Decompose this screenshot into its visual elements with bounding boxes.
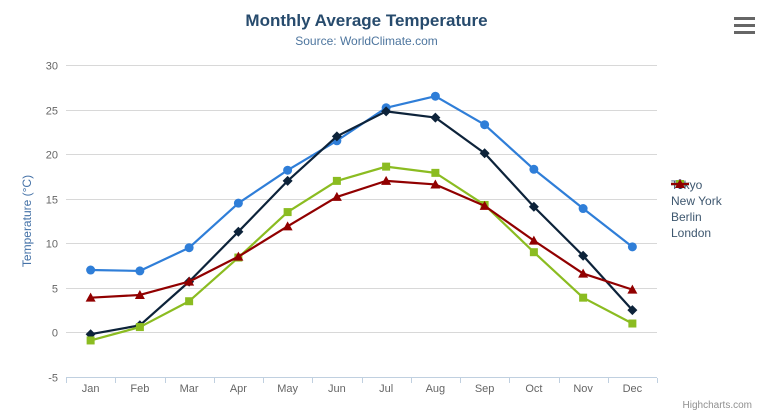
chart-title: Monthly Average Temperature (245, 11, 488, 30)
hamburger-icon (733, 17, 755, 20)
marker-new-york[interactable] (528, 201, 539, 212)
marker-london[interactable] (627, 284, 638, 294)
marker-new-york[interactable] (331, 131, 342, 142)
marker-berlin[interactable] (529, 248, 538, 257)
marker-berlin[interactable] (135, 323, 144, 332)
series-line-london (90, 179, 633, 299)
x-axis-label: Aug (426, 383, 446, 395)
marker-berlin[interactable] (628, 319, 637, 328)
marker-tokyo[interactable] (578, 204, 588, 214)
hamburger-icon (733, 24, 755, 27)
chart-subtitle: Source: WorldClimate.com (295, 34, 438, 48)
marker-london[interactable] (528, 235, 539, 245)
marker-tokyo[interactable] (627, 242, 637, 252)
marker-berlin[interactable] (431, 168, 440, 177)
marker-london[interactable] (233, 251, 244, 261)
x-axis-label: Feb (130, 383, 149, 395)
series-line-tokyo (90, 95, 634, 273)
marker-tokyo[interactable] (184, 243, 194, 253)
y-axis-label: 10 (46, 239, 58, 251)
legend-item-berlin[interactable]: Berlin (671, 180, 722, 224)
marker-new-york[interactable] (627, 305, 638, 316)
marker-london[interactable] (479, 200, 490, 210)
y-axis-label: 30 (46, 61, 58, 73)
marker-tokyo[interactable] (529, 164, 539, 174)
x-axis-label: Sep (475, 383, 495, 395)
marker-berlin[interactable] (185, 297, 194, 306)
x-axis-label: Jan (82, 383, 100, 395)
marker-new-york[interactable] (430, 112, 441, 123)
y-axis-label: 5 (52, 284, 58, 296)
marker-new-york[interactable] (578, 250, 589, 261)
marker-tokyo[interactable] (86, 265, 96, 275)
marker-london[interactable] (381, 175, 392, 185)
marker-london[interactable] (430, 179, 441, 189)
series-line-berlin (90, 165, 633, 342)
legend-item-new-york[interactable]: New York (671, 179, 722, 208)
context-menu-button[interactable] (732, 17, 756, 34)
marker-berlin[interactable] (579, 293, 588, 302)
marker-berlin[interactable] (332, 176, 341, 185)
y-axis-label: 20 (46, 150, 58, 162)
legend-item-label: New York (671, 193, 722, 208)
hamburger-icon (733, 31, 755, 34)
legend-item-london[interactable]: London (671, 179, 722, 240)
x-axis-label: Oct (525, 383, 542, 395)
marker-new-york[interactable] (282, 175, 293, 186)
legend-item-label: London (671, 225, 712, 240)
legend: Tokyo New York Berlin London (671, 178, 722, 240)
marker-london[interactable] (85, 292, 96, 302)
series-line-new-york (90, 110, 634, 336)
legend-item-label: Berlin (671, 209, 702, 224)
marker-tokyo[interactable] (283, 165, 293, 175)
x-axis-label: May (277, 383, 298, 395)
marker-london[interactable] (184, 276, 195, 286)
y-axis-label: 15 (46, 195, 58, 207)
marker-london[interactable] (282, 221, 293, 231)
x-axis-label: Mar (180, 383, 199, 395)
marker-london[interactable] (134, 289, 145, 299)
triangle-marker-icon (671, 179, 689, 188)
marker-berlin[interactable] (382, 162, 391, 171)
marker-new-york[interactable] (381, 106, 392, 117)
marker-london[interactable] (331, 191, 342, 201)
marker-berlin[interactable] (283, 208, 292, 217)
x-axis-label: Nov (573, 383, 593, 395)
x-axis-label: Jun (328, 383, 346, 395)
x-axis-label: Apr (230, 383, 247, 395)
credits-link[interactable]: Highcharts.com (682, 400, 752, 411)
marker-tokyo[interactable] (480, 120, 490, 130)
marker-tokyo[interactable] (233, 198, 243, 208)
y-axis-label: -5 (48, 373, 58, 385)
x-axis-label: Jul (379, 383, 393, 395)
marker-london[interactable] (578, 268, 589, 278)
y-axis-label: 0 (52, 328, 58, 340)
y-axis-label: 25 (46, 106, 58, 118)
y-axis-title: Temperature (°C) (20, 174, 34, 268)
x-axis-label: Dec (623, 383, 643, 395)
marker-tokyo[interactable] (430, 91, 440, 101)
marker-new-york[interactable] (479, 148, 490, 159)
marker-tokyo[interactable] (135, 266, 145, 276)
marker-berlin[interactable] (86, 336, 95, 345)
marker-new-york[interactable] (233, 226, 244, 237)
